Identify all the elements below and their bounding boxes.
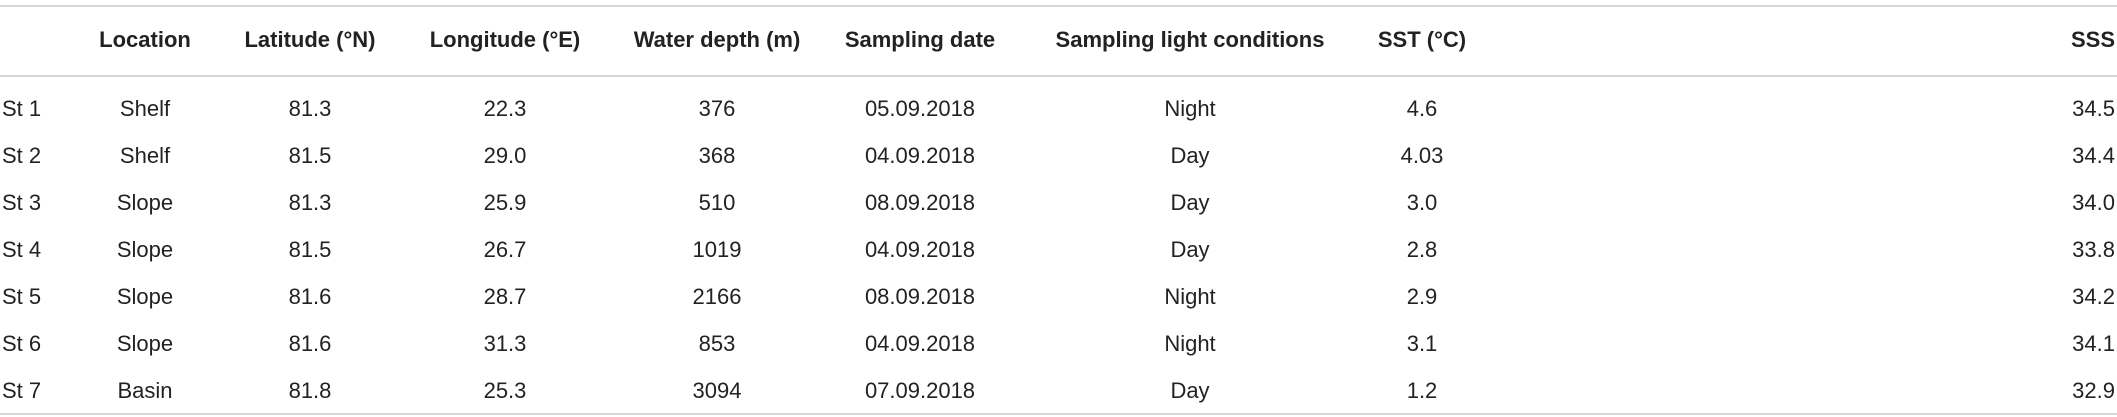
cell: 368	[699, 143, 736, 168]
cell: Slope	[117, 190, 173, 215]
cell: 81.6	[289, 331, 332, 356]
row-label: St 1	[2, 96, 41, 121]
cell: 376	[699, 96, 736, 121]
cell: 3.1	[1407, 331, 1438, 356]
cell: 81.5	[289, 143, 332, 168]
cell: 3.0	[1407, 190, 1438, 215]
column-header: Longitude (°E)	[430, 27, 581, 52]
cell: 26.7	[484, 237, 527, 262]
cell: 4.6	[1407, 96, 1438, 121]
cell: 25.3	[484, 378, 527, 403]
row-label: St 3	[2, 190, 41, 215]
column-header: SSS	[2071, 27, 2115, 52]
cell: 34.4	[2072, 143, 2115, 168]
cell: Slope	[117, 331, 173, 356]
cell: 2166	[693, 284, 742, 309]
cell: 853	[699, 331, 736, 356]
cell: 2.8	[1407, 237, 1438, 262]
row-label: St 7	[2, 378, 41, 403]
cell: Night	[1164, 284, 1215, 309]
cell: 2.9	[1407, 284, 1438, 309]
cell: 1.2	[1407, 378, 1438, 403]
column-header: SST (°C)	[1378, 27, 1466, 52]
cell: 04.09.2018	[865, 143, 975, 168]
row-label: St 5	[2, 284, 41, 309]
cell: Shelf	[120, 96, 171, 121]
cell: 34.2	[2072, 284, 2115, 309]
row-label: St 4	[2, 237, 41, 262]
cell: 28.7	[484, 284, 527, 309]
cell: Night	[1164, 96, 1215, 121]
cell: 32.9	[2072, 378, 2115, 403]
column-header: Location	[99, 27, 191, 52]
cell: 4.03	[1401, 143, 1444, 168]
cell: 81.6	[289, 284, 332, 309]
cell: 08.09.2018	[865, 190, 975, 215]
cell: 05.09.2018	[865, 96, 975, 121]
cell: 81.3	[289, 190, 332, 215]
cell: Shelf	[120, 143, 171, 168]
cell: 08.09.2018	[865, 284, 975, 309]
column-header: Sampling date	[845, 27, 995, 52]
column-header: Sampling light conditions	[1056, 27, 1325, 52]
cell: Day	[1170, 237, 1209, 262]
cell: Basin	[117, 378, 172, 403]
cell: 31.3	[484, 331, 527, 356]
cell: 07.09.2018	[865, 378, 975, 403]
cell: Slope	[117, 284, 173, 309]
cell: 510	[699, 190, 736, 215]
cell: 34.0	[2072, 190, 2115, 215]
cell: 3094	[693, 378, 742, 403]
cell: Day	[1170, 143, 1209, 168]
cell: 81.5	[289, 237, 332, 262]
cell: 81.8	[289, 378, 332, 403]
row-label: St 6	[2, 331, 41, 356]
cell: Night	[1164, 331, 1215, 356]
row-label: St 2	[2, 143, 41, 168]
cell: 34.5	[2072, 96, 2115, 121]
cell: Day	[1170, 190, 1209, 215]
cell: 1019	[693, 237, 742, 262]
cell: 04.09.2018	[865, 331, 975, 356]
cell: 33.8	[2072, 237, 2115, 262]
cell: 22.3	[484, 96, 527, 121]
cell: 81.3	[289, 96, 332, 121]
column-header: Latitude (°N)	[244, 27, 375, 52]
cell: 29.0	[484, 143, 527, 168]
cell: 04.09.2018	[865, 237, 975, 262]
cell: Day	[1170, 378, 1209, 403]
cell: 34.1	[2072, 331, 2115, 356]
cell: Slope	[117, 237, 173, 262]
cell: 25.9	[484, 190, 527, 215]
column-header: Water depth (m)	[634, 27, 801, 52]
